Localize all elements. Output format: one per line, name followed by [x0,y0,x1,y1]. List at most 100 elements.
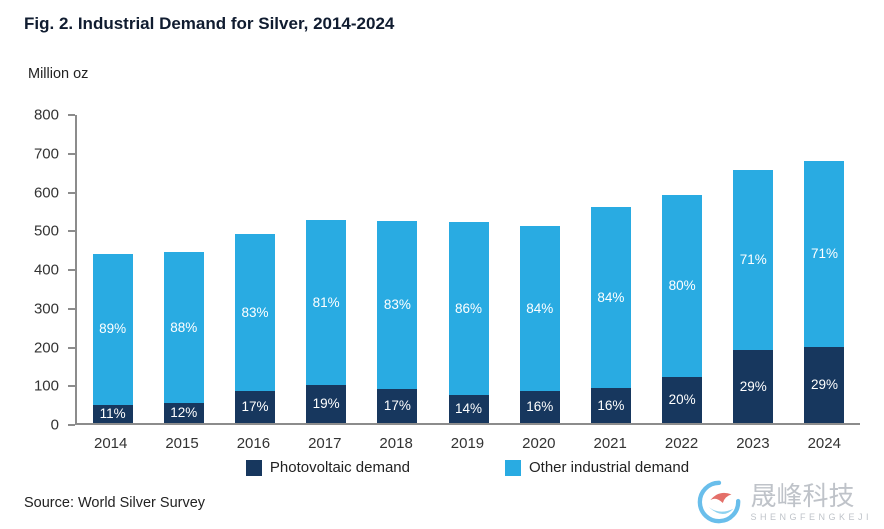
y-axis-tick-mark [68,114,75,116]
y-axis: 0 100 200 300 400 500 600 700 800 [0,107,75,434]
pv-percent-label: 20% [668,392,696,408]
other-percent-label: 71% [739,252,767,268]
segment-other-industrial: 83% [377,220,418,389]
stacked-bar-2018: 83% 17% [377,115,418,423]
y-axis-tick-mark [68,191,75,194]
legend-swatch-other [505,459,521,476]
segment-other-industrial: 71% [733,170,774,350]
segment-other-industrial: 80% [662,194,703,378]
segment-other-industrial: 81% [306,220,347,385]
y-axis-title: Million oz [28,66,89,82]
legend-label-photovoltaic: Photovoltaic demand [269,459,410,476]
segment-photovoltaic: 11% [92,404,133,423]
plot-area: 89% 11% 88% 12% 83% 17% 81% 19% 83% 17% 86% 14% 84% 1… [75,115,860,425]
x-axis-tick-label: 2020 [522,435,556,452]
stacked-bar-2022: 80% 20% [662,115,703,423]
bar-slot: 86% 14% [433,115,504,423]
brand-name-en: SHENGFENGKEJI [750,512,872,523]
other-percent-label: 86% [455,300,483,316]
bar-slot: 81% 19% [291,115,362,423]
y-axis-tick-mark [68,230,75,233]
y-axis-tick-mark [68,346,75,349]
legend-item-photovoltaic: Photovoltaic demand [245,459,410,476]
segment-other-industrial: 83% [234,234,275,392]
x-axis-tick-label: 2017 [308,435,342,452]
legend-item-other: Other industrial demand [505,459,689,476]
other-percent-label: 83% [241,304,269,320]
stacked-bar-2016: 83% 17% [234,115,275,423]
segment-photovoltaic: 17% [234,391,275,423]
y-axis-tick-mark [68,424,75,426]
segment-other-industrial: 84% [590,206,631,389]
chart-title: Fig. 2. Industrial Demand for Silver, 20… [24,14,395,33]
other-percent-label: 84% [597,289,625,305]
pv-percent-label: 12% [170,405,198,421]
bar-group: 89% 11% 88% 12% 83% 17% 81% 19% 83% 17% 86% 14% 84% 1… [77,115,860,423]
other-percent-label: 81% [312,294,340,310]
other-percent-label: 83% [383,297,411,313]
other-percent-label: 80% [668,278,696,294]
y-axis-tick-mark [68,385,75,388]
y-axis-tick-label: 300 [33,300,59,318]
segment-photovoltaic: 16% [590,388,631,423]
stacked-bar-2017: 81% 19% [306,115,347,423]
stacked-bar-2019: 86% 14% [448,115,489,423]
x-axis-tick-label: 2023 [736,435,770,452]
x-axis-labels: 2014 2015 2016 2017 2018 2019 2020 2021 2022 2023… [75,435,860,452]
pv-percent-label: 16% [597,397,625,413]
bar-slot: 89% 11% [77,115,148,423]
y-axis-tick-mark [68,269,75,271]
pv-percent-label: 29% [739,378,767,394]
segment-photovoltaic: 29% [804,347,845,423]
pv-percent-label: 11% [99,406,126,422]
x-axis-tick-label: 2014 [93,435,128,452]
segment-other-industrial: 84% [519,226,560,392]
legend: Photovoltaic demand Other industrial dem… [75,459,860,476]
segment-photovoltaic: 20% [662,377,703,423]
segment-photovoltaic: 14% [448,394,489,423]
segment-other-industrial: 86% [448,221,489,395]
segment-photovoltaic: 16% [519,391,560,423]
watermark: 晟峰科技 SHENGFENGKEJI [696,479,872,525]
y-axis-tick-mark [68,152,75,155]
x-axis-tick-label: 2018 [379,435,413,452]
bar-slot: 83% 17% [219,115,290,423]
stacked-bar-2020: 84% 16% [519,115,560,423]
bar-slot: 84% 16% [504,115,575,423]
stacked-bar-2014: 89% 11% [92,115,133,423]
bar-slot: 83% 17% [362,115,433,423]
pv-percent-label: 17% [383,398,411,414]
y-axis-tick-label: 500 [33,222,59,240]
y-axis-tick-label: 0 [50,416,59,434]
other-percent-label: 89% [99,321,127,337]
x-axis-tick-label: 2024 [807,435,841,452]
bar-slot: 84% 16% [575,115,646,423]
y-axis-tick-label: 700 [33,145,59,163]
x-axis-tick-label: 2022 [664,435,699,452]
segment-other-industrial: 71% [804,161,845,348]
pv-percent-label: 17% [241,399,269,415]
other-percent-label: 88% [170,319,198,335]
x-axis-tick-label: 2021 [593,435,627,452]
brand-swirl-logo-icon [698,480,741,524]
legend-label-other: Other industrial demand [529,459,690,476]
segment-photovoltaic: 12% [163,402,204,423]
stacked-bar-2021: 84% 16% [590,115,631,423]
other-percent-label: 71% [810,246,838,262]
y-axis-tick-label: 100 [33,377,59,395]
y-axis-tick-label: 800 [33,106,59,124]
other-percent-label: 84% [526,301,554,317]
segment-photovoltaic: 19% [306,384,347,423]
pv-percent-label: 19% [312,396,340,411]
segment-photovoltaic: 17% [377,388,418,423]
y-axis-tick-label: 600 [33,184,59,201]
x-axis-tick-label: 2015 [165,435,199,452]
segment-other-industrial: 89% [92,253,133,405]
stacked-bar-2024: 71% 29% [804,115,845,423]
segment-photovoltaic: 29% [733,349,774,423]
brand-name: 晟峰科技 SHENGFENGKEJI [750,482,872,523]
bar-slot: 88% 12% [148,115,219,423]
bar-slot: 71% 29% [789,115,860,423]
pv-percent-label: 29% [810,377,838,393]
y-axis-tick-label: 200 [33,339,59,356]
